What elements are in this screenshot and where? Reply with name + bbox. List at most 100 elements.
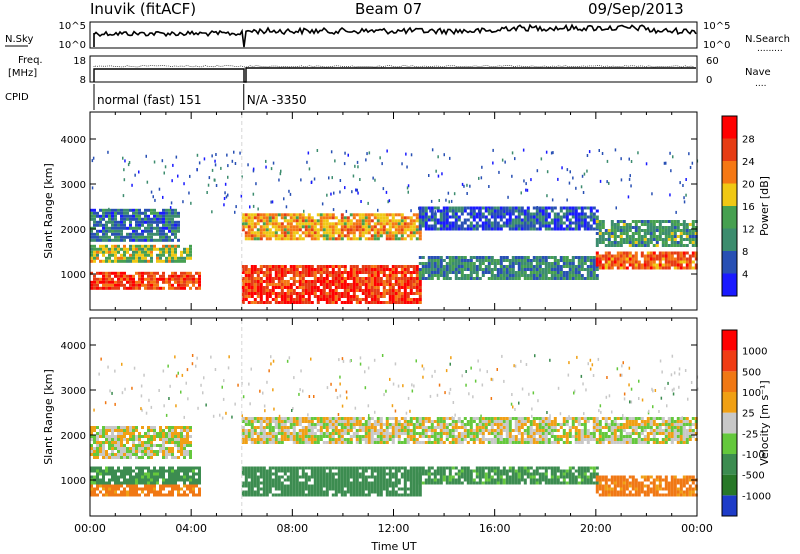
data-cell — [259, 216, 263, 220]
data-cell — [676, 229, 680, 232]
data-cell — [670, 244, 674, 247]
data-cell — [358, 237, 362, 241]
data-cell — [129, 280, 132, 284]
data-cell — [391, 472, 395, 476]
data-cell — [493, 218, 497, 222]
data-cell — [247, 466, 251, 470]
data-cell — [358, 219, 362, 223]
data-cell — [325, 283, 329, 286]
data-cell — [388, 225, 392, 229]
data-point — [285, 205, 288, 209]
data-cell — [634, 254, 638, 258]
data-cell — [385, 213, 389, 217]
data-cell — [484, 256, 488, 259]
data-cell — [114, 493, 117, 497]
data-cell — [448, 268, 452, 271]
data-cell — [247, 231, 251, 235]
data-cell — [463, 274, 467, 277]
data-point — [675, 210, 677, 214]
data-cell — [592, 271, 596, 274]
data-cell — [409, 484, 413, 488]
data-cell — [487, 256, 491, 259]
data-cell — [120, 217, 123, 221]
data-cell — [403, 469, 407, 473]
data-cell — [364, 487, 368, 491]
data-cell — [565, 227, 569, 231]
data-cell — [661, 229, 665, 232]
data-cell — [289, 289, 293, 292]
data-cell — [406, 432, 410, 435]
data-cell — [343, 466, 347, 470]
data-cell — [610, 226, 614, 229]
data-cell — [460, 206, 464, 210]
data-cell — [436, 271, 440, 274]
data-cell — [108, 229, 111, 233]
data-cell — [162, 432, 165, 435]
data-cell — [244, 423, 248, 426]
data-cell — [679, 241, 683, 244]
data-cell — [409, 435, 413, 438]
data-cell — [346, 222, 350, 226]
data-cell — [313, 289, 317, 292]
data-cell — [586, 206, 590, 210]
data-cell — [265, 234, 269, 238]
data-cell — [433, 206, 437, 210]
data-cell — [156, 493, 159, 497]
data-cell — [466, 218, 470, 222]
data-cell — [141, 490, 144, 494]
data-cell — [655, 244, 659, 247]
data-cell — [679, 229, 683, 232]
data-cell — [427, 438, 431, 441]
data-cell — [511, 224, 515, 228]
data-cell — [430, 256, 434, 259]
data-cell — [472, 265, 476, 268]
data-cell — [469, 224, 473, 228]
data-point — [164, 165, 167, 169]
data-cell — [135, 466, 138, 470]
data-cell — [682, 229, 686, 232]
data-cell — [361, 417, 365, 420]
data-cell — [670, 260, 674, 264]
data-cell — [325, 472, 329, 476]
data-cell — [165, 484, 168, 488]
data-cell — [322, 295, 326, 298]
data-cell — [409, 472, 413, 476]
data-cell — [126, 259, 129, 263]
data-cell — [403, 237, 407, 241]
data-cell — [385, 234, 389, 238]
data-cell — [259, 292, 263, 295]
data-cell — [490, 259, 494, 262]
data-cell — [262, 225, 266, 229]
data-cell — [325, 280, 329, 283]
data-cell — [168, 447, 171, 450]
data-cell — [93, 217, 96, 221]
data-cell — [625, 232, 629, 235]
data-cell — [265, 268, 269, 271]
data-cell — [445, 432, 449, 435]
data-point — [498, 170, 500, 174]
data-cell — [673, 226, 677, 229]
data-cell — [105, 271, 108, 275]
data-point — [357, 165, 359, 169]
data-cell — [430, 271, 434, 274]
data-cell — [532, 277, 536, 280]
data-cell — [418, 206, 422, 210]
data-cell — [298, 274, 302, 277]
data-cell — [253, 265, 257, 268]
data-point — [162, 195, 164, 199]
data-cell — [409, 481, 413, 485]
data-cell — [565, 271, 569, 274]
data-cell — [277, 225, 281, 229]
data-cell — [180, 441, 183, 444]
data-cell — [319, 234, 323, 238]
data-cell — [391, 466, 395, 470]
data-cell — [271, 283, 275, 286]
data-cell — [631, 254, 635, 258]
data-cell — [262, 478, 266, 482]
data-cell — [343, 423, 347, 426]
data-cell — [331, 472, 335, 476]
data-cell — [165, 259, 168, 263]
data-cell — [250, 423, 254, 426]
data-cell — [403, 478, 407, 482]
data-cell — [346, 429, 350, 432]
